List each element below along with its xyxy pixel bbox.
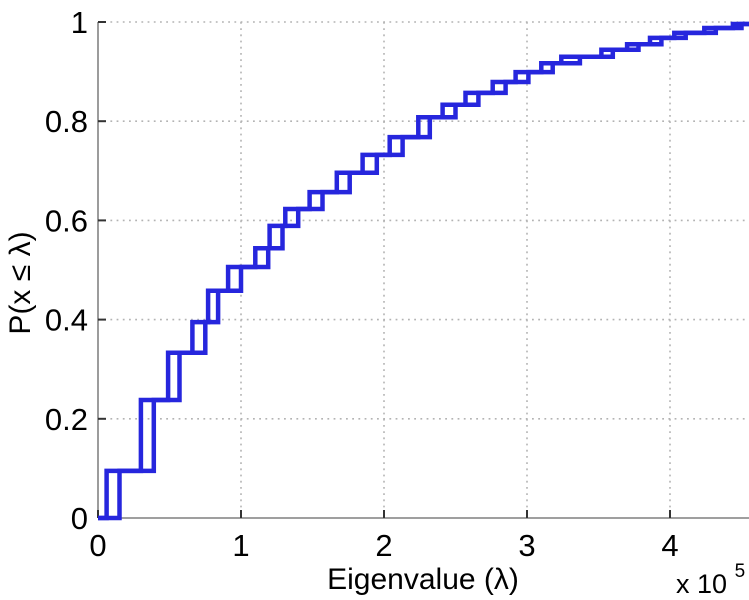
ecdf-curves xyxy=(98,21,749,521)
x-axis-multiplier: x 10 5 xyxy=(676,561,745,599)
y-tick-label: 1 xyxy=(71,5,88,40)
tick-marks xyxy=(97,21,671,519)
x-tick-label: 0 xyxy=(89,528,106,563)
y-tick-label: 0.8 xyxy=(45,104,88,139)
x-tick-label: 4 xyxy=(661,528,678,563)
ecdf-curve-1 xyxy=(98,21,749,521)
y-tick-label: 0.2 xyxy=(45,402,88,437)
gridlines xyxy=(98,21,749,518)
axes xyxy=(97,22,749,519)
x-axis-multiplier-base: x 10 xyxy=(676,569,727,599)
x-tick-label: 2 xyxy=(375,528,392,563)
y-tick-label: 0.6 xyxy=(45,203,88,238)
x-tick-label: 3 xyxy=(518,528,535,563)
y-tick-label: 0 xyxy=(71,501,88,536)
y-axis-title: P(x ≤ λ) xyxy=(4,231,37,334)
y-tick-label: 0.4 xyxy=(45,303,88,338)
x-axis-multiplier-exponent: 5 xyxy=(735,561,746,582)
tick-labels: 0 1 2 3 4 0 0.2 0.4 0.6 0.8 1 xyxy=(45,5,679,563)
ecdf-curve-2 xyxy=(98,21,749,521)
x-axis-title: Eigenvalue (λ) xyxy=(327,563,519,596)
x-tick-label: 1 xyxy=(232,528,249,563)
